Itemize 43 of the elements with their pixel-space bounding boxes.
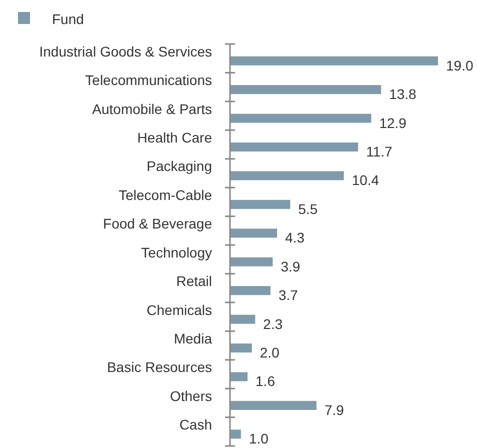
- data-label: 1.6: [256, 373, 276, 390]
- data-label: 13.8: [389, 86, 417, 102]
- y-tick-label: Telecom-Cable: [118, 186, 212, 203]
- y-tick-label: Retail: [176, 273, 212, 290]
- data-label: 12.9: [379, 114, 407, 131]
- y-tick-label: Health Care: [137, 130, 212, 146]
- y-tick-label: Chemicals: [146, 302, 212, 318]
- bar: [230, 85, 382, 94]
- bar: [230, 430, 241, 439]
- data-label: 10.4: [352, 172, 380, 188]
- data-label: 19.0: [446, 57, 474, 74]
- legend-label: Fund: [52, 11, 84, 27]
- y-tick-label: Basic Resources: [106, 359, 212, 376]
- data-label: 11.7: [366, 144, 393, 160]
- y-tick-label: Cash: [179, 416, 212, 433]
- bar: [230, 344, 252, 352]
- bar: [230, 228, 278, 238]
- bar: [230, 400, 316, 410]
- bar: [230, 286, 271, 296]
- data-label: 2.3: [263, 316, 283, 332]
- bar: [230, 142, 358, 152]
- bar: [230, 56, 438, 66]
- data-label: 3.9: [280, 258, 300, 274]
- bar: [230, 171, 344, 180]
- bar: [230, 314, 256, 324]
- data-label: 1.0: [248, 430, 269, 447]
- y-tick-label: Others: [170, 388, 212, 404]
- data-label: 7.9: [324, 402, 344, 418]
- y-tick-label: Technology: [141, 244, 212, 260]
- bar: [230, 200, 290, 209]
- bar: [230, 372, 248, 382]
- data-label: 2.0: [260, 344, 280, 360]
- y-tick-label: Packaging: [146, 158, 212, 174]
- data-label: 3.7: [278, 287, 298, 304]
- y-tick-label: Industrial Goods & Services: [39, 43, 212, 60]
- y-tick-label: Telecommunications: [85, 72, 212, 88]
- y-tick-label: Automobile & Parts: [92, 100, 212, 117]
- y-tick-label: Media: [174, 330, 212, 346]
- bar: [230, 114, 372, 123]
- y-tick-label: Food & Beverage: [103, 216, 212, 232]
- bar: [230, 257, 273, 266]
- data-label: 4.3: [285, 230, 305, 246]
- data-label: 5.5: [298, 200, 318, 217]
